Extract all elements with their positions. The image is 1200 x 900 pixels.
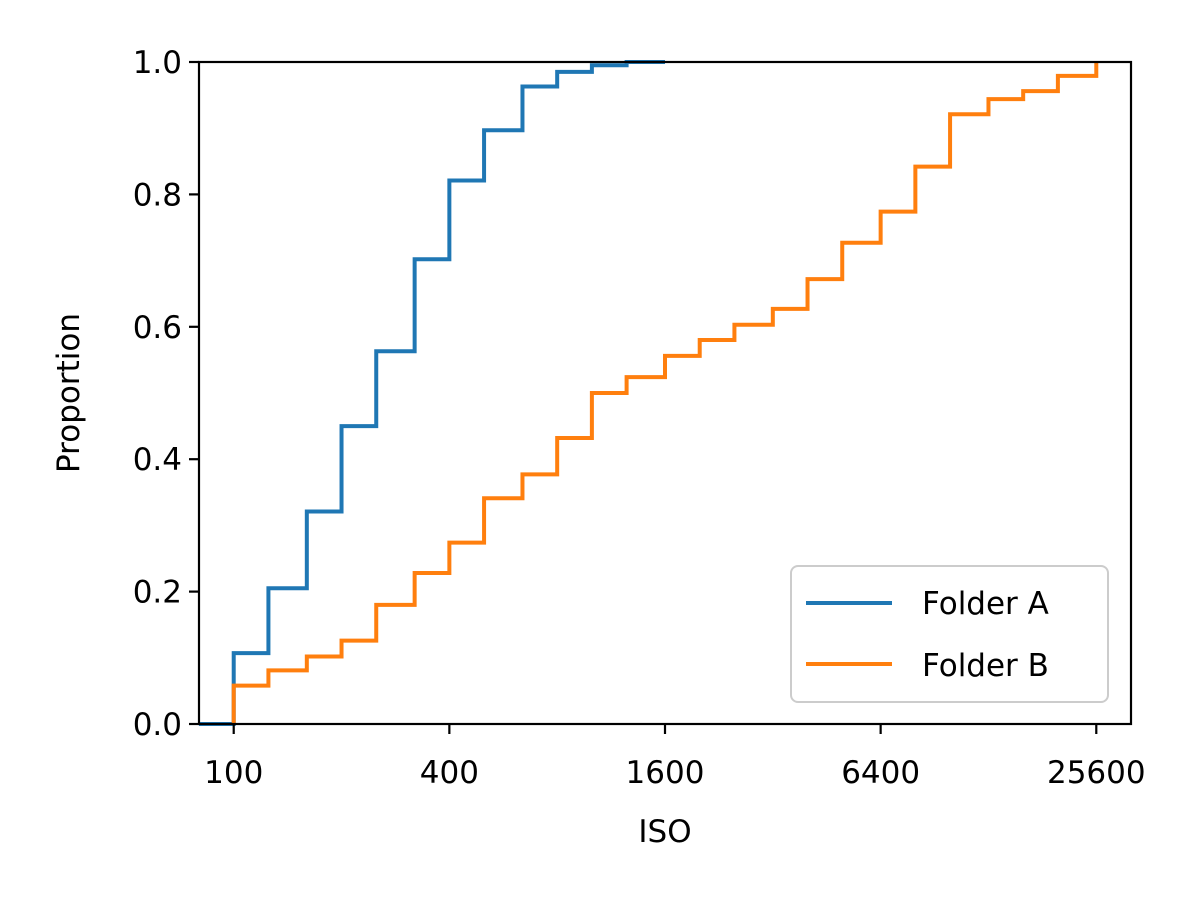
legend-box bbox=[790, 565, 1109, 703]
y-tick-label: 0.2 bbox=[133, 575, 182, 611]
x-axis-ticks: 100 400 1600 6400 25600 bbox=[204, 724, 1146, 791]
series-line-folder-a bbox=[199, 60, 665, 726]
y-tick-label: 0.4 bbox=[133, 442, 182, 478]
y-tick-label: 0.8 bbox=[133, 177, 182, 213]
series-layer bbox=[199, 60, 1099, 726]
x-tick-label: 6400 bbox=[841, 755, 920, 791]
series-line-folder-b bbox=[231, 62, 1099, 724]
x-tick-label: 100 bbox=[204, 755, 263, 791]
x-tick-label: 400 bbox=[420, 755, 479, 791]
x-axis-label: ISO bbox=[638, 814, 691, 850]
legend-label-folder-a: Folder A bbox=[922, 586, 1049, 622]
x-tick-label: 25600 bbox=[1047, 755, 1146, 791]
y-tick-label: 1.0 bbox=[133, 45, 182, 81]
y-axis-label: Proportion bbox=[51, 313, 87, 473]
legend-label-folder-b: Folder B bbox=[922, 648, 1049, 684]
y-axis-ticks: 0.0 0.2 0.4 0.6 0.8 1.0 bbox=[133, 45, 199, 743]
x-tick-label: 1600 bbox=[626, 755, 705, 791]
y-tick-label: 0.6 bbox=[133, 310, 182, 346]
y-tick-label: 0.0 bbox=[133, 707, 182, 743]
legend: Folder A Folder B bbox=[790, 565, 1109, 703]
